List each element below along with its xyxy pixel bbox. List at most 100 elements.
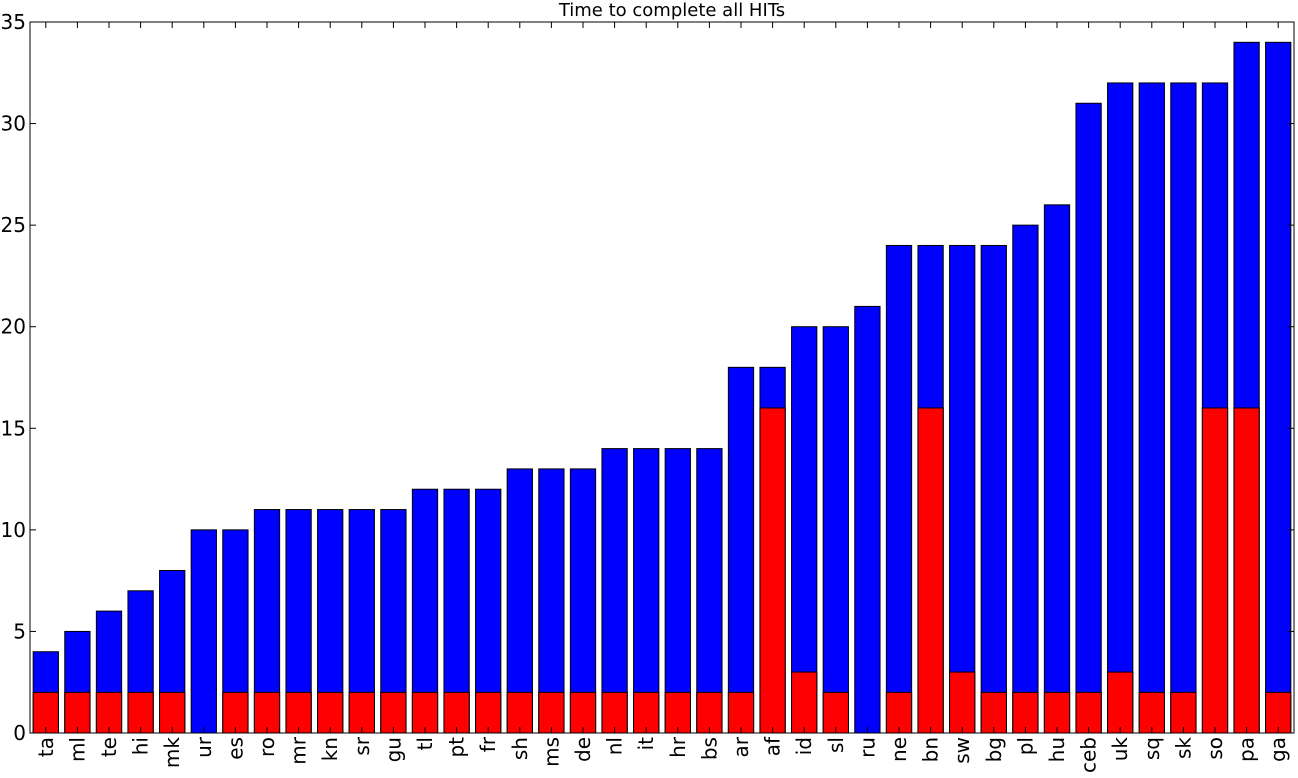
bar-part-it	[633, 691, 660, 734]
x-tick-label-bg: bg	[982, 737, 1006, 762]
x-tick-label-pa: pa	[1235, 737, 1259, 762]
x-tick-label-sh: sh	[508, 737, 532, 760]
bar-total-sw	[949, 244, 976, 734]
x-tick-label-ta: ta	[34, 737, 58, 757]
x-axis: ta ml te hi mk ur es ro mr kn sr gu tl pt fr sh ms de nl it…	[34, 22, 1290, 773]
bar-part-hr	[664, 691, 691, 734]
bar-part-fr	[475, 691, 502, 734]
x-tick-label-ru: ru	[855, 737, 879, 758]
bar-total-ceb	[1075, 102, 1102, 734]
bar-part-so	[1201, 407, 1229, 734]
x-tick-label-it: it	[634, 737, 658, 751]
x-tick-label-ne: ne	[887, 737, 911, 762]
x-tick-label-sl: sl	[824, 737, 848, 753]
bar-total-ga	[1265, 41, 1292, 734]
bar-total-ur	[190, 529, 217, 734]
bar-part-sw	[949, 671, 976, 734]
x-tick-label-so: so	[1203, 737, 1227, 760]
bar-total-nl	[601, 448, 628, 734]
bar-total-it	[633, 448, 660, 734]
bar-part-pa	[1233, 407, 1260, 734]
bar-total-sl	[822, 326, 849, 734]
bar-part-sh	[506, 691, 533, 734]
bar-total-pl	[1012, 224, 1039, 734]
x-tick-label-hr: hr	[666, 736, 690, 758]
x-tick-label-tl: tl	[413, 737, 437, 750]
bar-part-uk	[1107, 671, 1134, 734]
bar-part-ceb	[1075, 691, 1102, 734]
x-tick-label-ro: ro	[255, 737, 279, 757]
bar-total-sq	[1138, 82, 1165, 734]
plot-frame	[29, 21, 1295, 734]
bar-total-ru	[854, 305, 881, 734]
bar-total-ar	[727, 366, 755, 734]
x-tick-label-ms: ms	[539, 737, 563, 767]
bar-part-af	[759, 407, 786, 734]
bar-total-hu	[1043, 204, 1071, 734]
bar-part-bn	[917, 407, 944, 734]
bar-part-te	[95, 691, 123, 734]
y-tick-label: 0	[13, 721, 26, 745]
y-tick-label: 10	[1, 518, 26, 542]
x-tick-label-bs: bs	[697, 737, 721, 760]
x-tick-label-de: de	[571, 737, 595, 762]
bar-part-bs	[696, 691, 723, 734]
bar-part-bg	[980, 691, 1007, 734]
x-tick-label-es: es	[223, 737, 247, 760]
bar-part-ms	[538, 691, 565, 734]
x-tick-label-te: te	[97, 737, 121, 757]
bar-part-de	[569, 691, 597, 734]
bar-total-id	[791, 326, 818, 734]
bar-part-sq	[1138, 691, 1165, 734]
x-tick-label-ur: ur	[192, 736, 216, 758]
x-tick-label-gu: gu	[381, 737, 405, 762]
x-tick-label-uk: uk	[1108, 737, 1132, 762]
x-tick-label-fr: fr	[476, 736, 500, 752]
x-tick-label-nl: nl	[603, 737, 627, 755]
bar-part-ta	[32, 691, 59, 734]
x-tick-label-hu: hu	[1045, 737, 1069, 762]
x-tick-label-mr: mr	[287, 736, 311, 764]
x-tick-label-pl: pl	[1013, 737, 1037, 755]
bar-part-nl	[601, 691, 628, 734]
bar-part-kn	[317, 691, 344, 734]
bar-total-de	[569, 468, 597, 734]
bar-total-uk	[1107, 82, 1134, 734]
y-tick-label: 35	[1, 10, 26, 34]
bar-part-id	[791, 671, 818, 734]
bar-part-mr	[285, 691, 312, 734]
bar-part-sr	[348, 691, 375, 734]
y-axis: 0 5 10 15 20 25 30 35	[1, 10, 1294, 745]
x-tick-label-sw: sw	[950, 737, 974, 764]
x-tick-label-sr: sr	[350, 736, 374, 755]
x-tick-label-ar: ar	[729, 736, 753, 757]
bar-total-ne	[885, 244, 913, 734]
x-tick-label-id: id	[792, 737, 816, 755]
bar-part-ga	[1265, 691, 1292, 734]
x-tick-label-kn: kn	[318, 737, 342, 761]
x-tick-label-hi: hi	[129, 737, 153, 755]
x-tick-label-ceb: ceb	[1077, 737, 1101, 773]
x-tick-label-sq: sq	[1140, 737, 1164, 760]
bars-group	[32, 41, 1292, 734]
bar-total-hr	[664, 448, 691, 734]
x-tick-label-sk: sk	[1171, 737, 1195, 759]
y-tick-label: 25	[1, 213, 26, 237]
bar-part-gu	[380, 691, 407, 734]
bar-total-bg	[980, 244, 1007, 734]
x-tick-label-af: af	[761, 736, 785, 756]
x-tick-label-ml: ml	[65, 737, 89, 762]
bar-total-bs	[696, 448, 723, 734]
bar-part-pl	[1012, 691, 1039, 734]
bar-part-sl	[822, 691, 849, 734]
bar-total-sk	[1170, 82, 1197, 734]
x-tick-label-pt: pt	[445, 737, 469, 758]
bar-total-ms	[538, 468, 565, 734]
chart-title: Time to complete all HITs	[558, 0, 785, 21]
bar-part-es	[222, 691, 249, 734]
bar-part-ro	[253, 691, 281, 734]
bar-part-ml	[64, 691, 91, 734]
bar-part-ar	[727, 691, 755, 734]
bar-part-pt	[443, 691, 470, 734]
bar-part-sk	[1170, 691, 1197, 734]
